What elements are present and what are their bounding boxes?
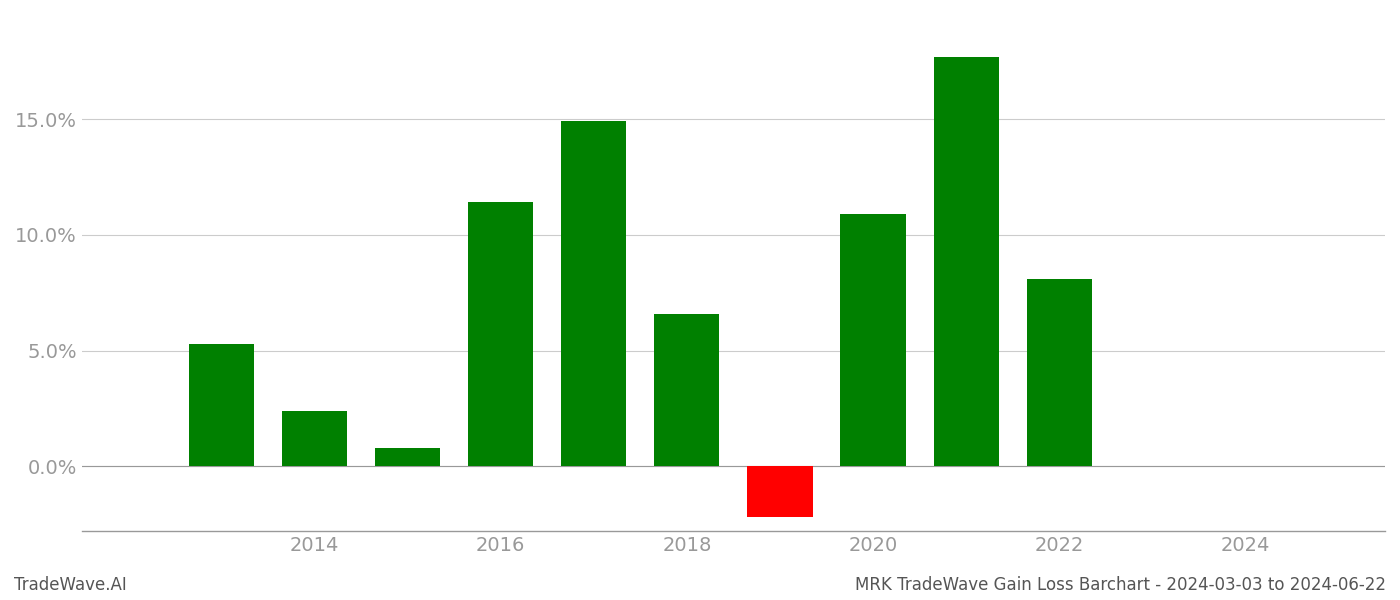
Bar — [189, 344, 253, 466]
Bar — [281, 411, 347, 466]
Bar — [748, 466, 812, 517]
Bar — [934, 56, 998, 466]
Bar — [561, 121, 626, 466]
Bar — [654, 314, 720, 466]
Bar — [840, 214, 906, 466]
Text: TradeWave.AI: TradeWave.AI — [14, 576, 127, 594]
Bar — [1026, 279, 1092, 466]
Text: MRK TradeWave Gain Loss Barchart - 2024-03-03 to 2024-06-22: MRK TradeWave Gain Loss Barchart - 2024-… — [855, 576, 1386, 594]
Bar — [375, 448, 440, 466]
Bar — [468, 202, 533, 466]
